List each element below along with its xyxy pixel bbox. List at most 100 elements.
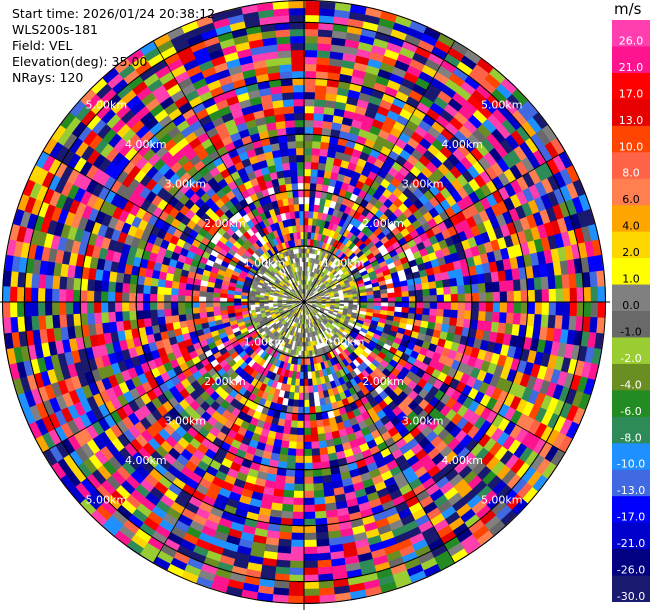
velocity-bin bbox=[170, 308, 179, 316]
velocity-bin bbox=[353, 219, 363, 229]
velocity-bin bbox=[310, 161, 320, 170]
velocity-bin bbox=[330, 262, 336, 268]
velocity-bin bbox=[398, 322, 407, 330]
velocity-bin bbox=[291, 326, 295, 332]
velocity-bin bbox=[487, 113, 503, 130]
velocity-bin bbox=[583, 302, 592, 319]
velocity-bin bbox=[325, 92, 338, 102]
velocity-bin bbox=[371, 248, 381, 257]
velocity-bin bbox=[527, 289, 536, 304]
velocity-bin bbox=[298, 266, 301, 272]
velocity-bin bbox=[306, 284, 308, 290]
velocity-bin bbox=[297, 304, 302, 309]
velocity-bin bbox=[338, 334, 344, 341]
velocity-bin bbox=[439, 145, 454, 160]
velocity-bin bbox=[304, 196, 310, 205]
velocity-bin bbox=[332, 289, 339, 293]
velocity-bin bbox=[332, 258, 339, 265]
velocity-bin bbox=[339, 302, 345, 305]
velocity-bin bbox=[513, 290, 522, 303]
velocity-bin bbox=[478, 292, 487, 303]
velocity-bin bbox=[273, 295, 279, 298]
velocity-bin bbox=[580, 331, 590, 349]
velocity-bin bbox=[490, 239, 501, 253]
velocity-bin bbox=[318, 204, 325, 214]
velocity-bin bbox=[582, 271, 591, 289]
velocity-bin bbox=[453, 130, 469, 145]
velocity-bin bbox=[304, 261, 307, 267]
velocity-bin bbox=[427, 321, 436, 331]
velocity-bin bbox=[271, 285, 277, 290]
velocity-bin bbox=[386, 334, 396, 343]
velocity-bin bbox=[311, 305, 317, 308]
velocity-bin bbox=[444, 140, 459, 155]
velocity-bin bbox=[254, 296, 260, 300]
velocity-bin bbox=[471, 89, 488, 106]
velocity-bin bbox=[334, 151, 345, 161]
velocity-bin bbox=[352, 304, 358, 308]
velocity-bin bbox=[330, 336, 336, 343]
velocity-bin bbox=[263, 281, 269, 286]
velocity-bin bbox=[296, 341, 300, 347]
velocity-bin bbox=[323, 281, 329, 286]
velocity-bin bbox=[268, 260, 274, 266]
velocity-bin bbox=[359, 304, 368, 309]
velocity-bin bbox=[302, 293, 304, 299]
velocity-bin bbox=[505, 280, 514, 293]
velocity-bin bbox=[296, 296, 301, 300]
velocity-bin bbox=[329, 273, 335, 279]
velocity-bin bbox=[313, 489, 325, 498]
velocity-bin bbox=[278, 293, 284, 297]
velocity-bin bbox=[307, 289, 311, 295]
velocity-bin bbox=[285, 265, 290, 271]
velocity-bin bbox=[310, 441, 320, 450]
velocity-bin bbox=[450, 178, 464, 192]
velocity-bin bbox=[16, 300, 25, 318]
velocity-bin bbox=[525, 325, 534, 340]
velocity-bin bbox=[309, 318, 312, 324]
velocity-bin bbox=[350, 244, 359, 253]
velocity-bin bbox=[545, 206, 558, 224]
velocity-bin bbox=[426, 83, 443, 98]
velocity-bin bbox=[541, 289, 550, 304]
velocity-bin bbox=[281, 503, 294, 512]
velocity-bin bbox=[545, 382, 558, 399]
velocity-bin bbox=[255, 324, 262, 329]
velocity-bin bbox=[506, 114, 523, 132]
velocity-bin bbox=[306, 304, 311, 308]
velocity-bin bbox=[330, 282, 336, 287]
velocity-bin bbox=[287, 259, 292, 265]
velocity-bin bbox=[449, 317, 458, 327]
velocity-bin bbox=[307, 303, 313, 307]
velocity-bin bbox=[405, 323, 414, 332]
velocity-bin bbox=[308, 313, 312, 319]
velocity-bin bbox=[317, 29, 334, 38]
velocity-bin bbox=[295, 308, 299, 313]
velocity-bin bbox=[326, 270, 332, 276]
velocity-bin bbox=[94, 279, 103, 292]
velocity-bin bbox=[412, 250, 423, 260]
velocity-bin bbox=[121, 301, 130, 312]
velocity-bin bbox=[297, 406, 304, 415]
velocity-bin bbox=[469, 319, 479, 331]
velocity-bin bbox=[343, 306, 349, 310]
velocity-bin bbox=[306, 304, 310, 309]
velocity-bin bbox=[285, 288, 290, 293]
velocity-bin bbox=[312, 302, 318, 305]
velocity-bin bbox=[292, 504, 304, 513]
velocity-bin bbox=[295, 303, 301, 306]
velocity-bin bbox=[399, 149, 412, 161]
velocity-bin bbox=[476, 320, 486, 332]
velocity-bin bbox=[372, 141, 385, 153]
velocity-bin bbox=[303, 469, 314, 478]
velocity-bin bbox=[400, 312, 409, 319]
velocity-bin bbox=[291, 297, 297, 300]
velocity-bin bbox=[329, 229, 336, 239]
velocity-bin bbox=[440, 127, 455, 142]
velocity-bin bbox=[280, 287, 286, 291]
velocity-bin bbox=[304, 310, 307, 316]
velocity-bin bbox=[324, 317, 330, 322]
velocity-bin bbox=[258, 279, 265, 284]
velocity-bin bbox=[278, 531, 292, 540]
velocity-bin bbox=[291, 304, 297, 307]
